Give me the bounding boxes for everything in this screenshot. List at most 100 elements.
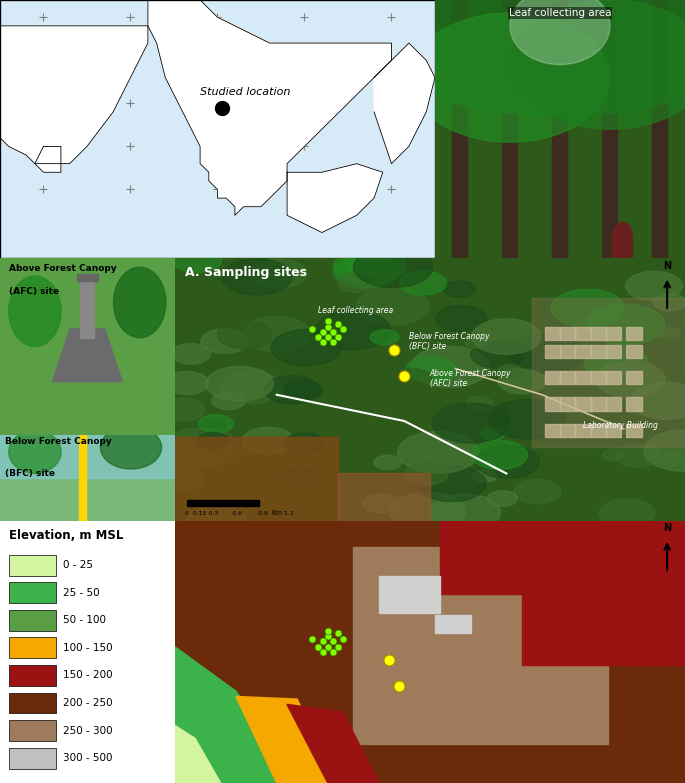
Bar [560,345,575,358]
Circle shape [503,319,536,337]
Bar [545,398,560,410]
Bar [590,371,606,384]
Polygon shape [175,725,221,783]
Bar [560,371,575,384]
Circle shape [242,428,295,454]
Text: 300 - 500: 300 - 500 [63,753,112,763]
Bar [522,521,685,665]
Circle shape [444,281,475,298]
Circle shape [551,289,625,327]
Text: Leaf collecting area: Leaf collecting area [509,8,611,18]
Ellipse shape [612,222,632,253]
Bar [606,398,621,410]
Bar [590,424,606,437]
Bar [9,637,56,659]
Circle shape [488,399,566,439]
Bar [590,345,606,358]
Circle shape [410,346,490,388]
Circle shape [473,470,497,482]
Circle shape [242,316,310,352]
Circle shape [417,466,486,502]
Bar [9,555,56,576]
Bar [353,547,608,744]
Circle shape [220,371,283,403]
Circle shape [625,272,683,301]
Bar [9,748,56,769]
Circle shape [658,453,684,467]
Bar [0,435,175,478]
Bar [626,345,642,358]
Circle shape [406,356,456,382]
Circle shape [315,311,390,350]
Circle shape [212,392,245,410]
Circle shape [345,251,395,276]
Circle shape [471,341,524,368]
Ellipse shape [510,0,685,129]
Circle shape [187,504,246,535]
Polygon shape [374,43,435,164]
Bar [379,576,440,612]
Circle shape [171,344,210,364]
Bar [575,398,590,410]
Bar [338,474,430,521]
Circle shape [658,327,681,339]
Polygon shape [0,26,148,164]
Circle shape [271,330,342,366]
Circle shape [475,446,539,478]
Bar [545,327,560,340]
Bar [590,327,606,340]
Bar [79,435,86,521]
Circle shape [472,319,541,355]
Bar [560,398,575,410]
Text: Below Forest Canopy: Below Forest Canopy [5,437,112,446]
Text: Above Forest Canopy: Above Forest Canopy [9,264,116,272]
Circle shape [510,334,584,373]
Circle shape [356,287,429,325]
Bar [9,692,56,713]
Circle shape [634,362,677,384]
Polygon shape [287,164,383,233]
Polygon shape [35,146,61,172]
Bar [606,424,621,437]
Ellipse shape [114,267,166,337]
Bar [603,0,617,258]
Polygon shape [52,329,122,381]
Text: Above Forest Canopy
(AFC) site: Above Forest Canopy (AFC) site [430,369,511,388]
Circle shape [334,247,406,284]
Text: N: N [663,261,671,271]
Bar [9,720,56,741]
Circle shape [432,403,510,443]
Circle shape [284,433,325,453]
Circle shape [363,494,399,513]
Circle shape [338,273,375,292]
Circle shape [602,449,625,461]
Circle shape [632,382,685,419]
Bar [553,0,567,258]
Bar [575,371,590,384]
Bar [188,500,259,507]
Bar [626,424,642,437]
Circle shape [164,371,209,395]
Bar [440,521,552,594]
Polygon shape [148,0,391,215]
Bar [606,371,621,384]
Circle shape [399,271,447,295]
Bar [9,583,56,604]
Bar [653,0,667,258]
Bar [453,0,467,258]
Circle shape [222,259,292,294]
Bar [560,424,575,437]
Circle shape [197,432,229,449]
Polygon shape [287,705,379,783]
Text: Below Forest Canopy
(BFC) site: Below Forest Canopy (BFC) site [410,332,490,352]
Bar [575,327,590,340]
Polygon shape [236,696,338,783]
Text: N: N [663,523,671,533]
Circle shape [406,463,448,485]
Circle shape [466,337,487,348]
Text: Km: Km [272,511,283,517]
Circle shape [173,247,221,272]
Circle shape [653,294,685,311]
Text: Elevation, m MSL: Elevation, m MSL [9,529,123,542]
Circle shape [333,254,399,288]
